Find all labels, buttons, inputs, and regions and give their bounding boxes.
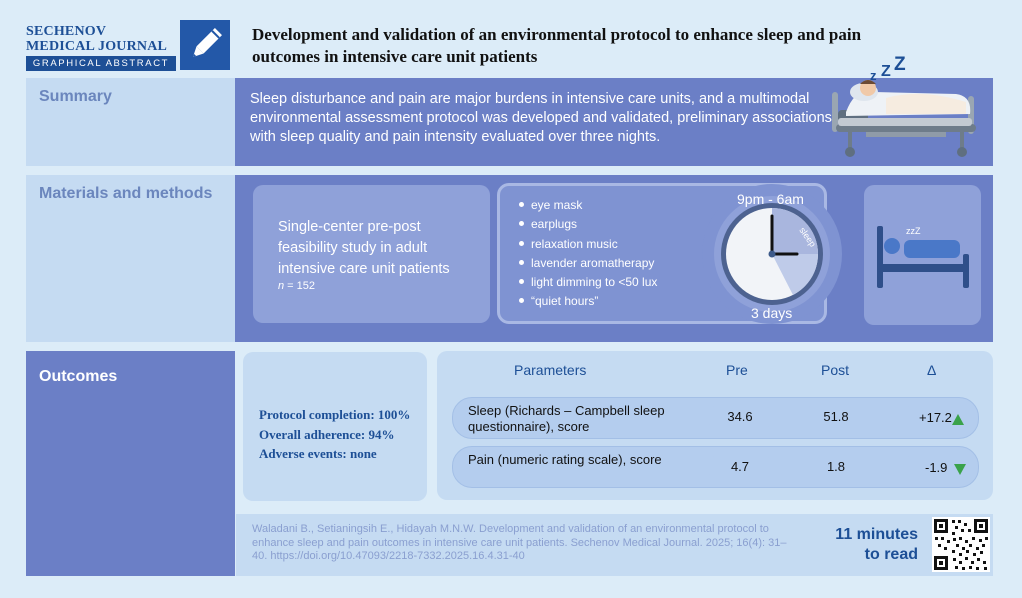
summary-text: Sleep disturbance and pain are major bur… [250, 91, 832, 145]
row-pre: 34.6 [707, 405, 773, 429]
reading-time: 11 minutes to read [826, 525, 918, 565]
svg-text:z: z [870, 68, 877, 83]
outcomes-stats: Protocol completion: 100% Overall adhere… [259, 405, 410, 464]
trend-up-icon [952, 412, 964, 425]
header-pre: Pre [726, 362, 748, 378]
header-delta: Δ [927, 362, 937, 378]
clock-icon: sleep [700, 182, 845, 327]
sample-size: n = 152 [278, 280, 315, 292]
row-post: 51.8 [803, 405, 869, 429]
journal-name-line1: SECHENOV [26, 24, 107, 39]
reading-time-line1: 11 minutes [835, 526, 918, 543]
pen-icon [180, 20, 230, 70]
svg-text:Z: Z [894, 54, 906, 75]
qr-code-icon[interactable] [932, 517, 990, 572]
protocol-completion: Protocol completion: 100% [259, 407, 411, 422]
adverse-events: Adverse events: none [259, 446, 377, 461]
row-pre: 4.7 [707, 455, 773, 479]
clock-time-range: 9pm - 6am [737, 191, 804, 207]
outcomes-label: Outcomes [39, 368, 118, 385]
article-title: Development and validation of an environ… [252, 25, 862, 66]
row-delta: -1.9 [925, 460, 948, 475]
citation: Waladani B., Setianingsih E., Hidayah M.… [252, 523, 787, 563]
overall-adherence: Overall adherence: 94% [259, 426, 395, 442]
footer-band [236, 514, 993, 576]
intervention-item: eye mask [519, 198, 657, 217]
sample-size-value: = 152 [284, 280, 316, 292]
intervention-item: lavender aromatherapy [519, 256, 657, 275]
bed-icon: zzZ [874, 214, 974, 294]
interventions-list: eye mask earplugs relaxation music laven… [519, 198, 657, 314]
row-param: Pain (numeric rating scale), score [468, 452, 662, 467]
intervention-item: earplugs [519, 217, 657, 236]
outcomes-label-column: Outcomes [26, 351, 235, 576]
intervention-item: “quiet hours” [519, 294, 657, 313]
reading-time-line2: to read [864, 546, 918, 563]
row-delta: +17.2 [919, 410, 952, 425]
row-post: 1.8 [803, 455, 869, 479]
header-parameters: Parameters [514, 362, 587, 378]
study-design-text: Single-center pre-post feasibility study… [278, 219, 450, 277]
summary-label-column: Summary [26, 78, 235, 166]
study-design-box [253, 185, 490, 323]
bed-zzz: zzZ [906, 226, 921, 236]
hospital-bed-sleeping-patient-icon: z Z Z [826, 52, 986, 164]
journal-logo: SECHENOV MEDICAL JOURNAL GRAPHICAL ABSTR… [26, 22, 176, 71]
header-post: Post [821, 362, 850, 378]
outcomes-stats-box [243, 352, 427, 501]
methods-label-column: Materials and methods [26, 175, 235, 342]
graphical-abstract-tag: GRAPHICAL ABSTRACT [26, 56, 176, 71]
journal-name-line2: MEDICAL JOURNAL [26, 39, 168, 54]
summary-label: Summary [39, 88, 112, 105]
svg-text:Z: Z [881, 63, 891, 80]
intervention-item: relaxation music [519, 237, 657, 256]
methods-label: Materials and methods [39, 185, 213, 202]
trend-down-icon [954, 462, 966, 475]
row-param: Sleep (Richards – Campbell sleep questio… [468, 403, 665, 434]
sample-size-symbol: n [278, 280, 285, 292]
intervention-item: light dimming to <50 lux [519, 275, 657, 294]
clock-duration: 3 days [751, 305, 793, 321]
